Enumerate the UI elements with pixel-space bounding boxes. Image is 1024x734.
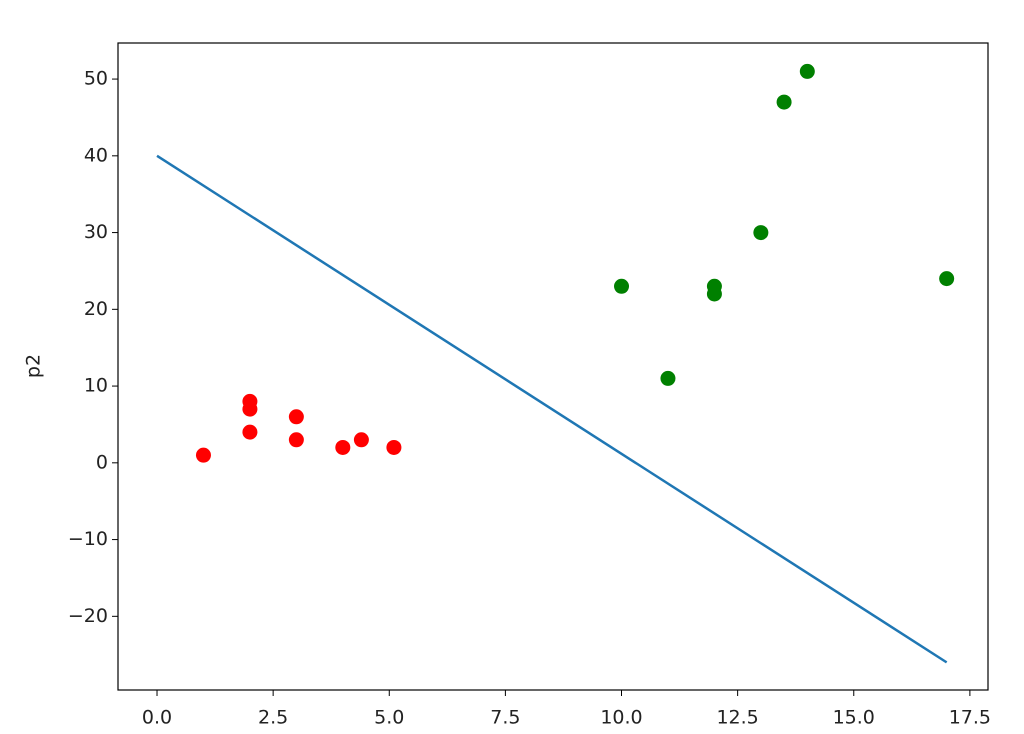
point [660, 370, 676, 386]
x-tick-label: 17.5 [949, 707, 991, 729]
y-tick-label: 30 [84, 221, 108, 243]
y-tick-label: 10 [84, 375, 108, 397]
point [242, 424, 258, 440]
point [288, 432, 304, 448]
point [386, 439, 402, 455]
y-tick-label: 0 [96, 451, 108, 473]
point [614, 278, 630, 294]
x-tick-label: 15.0 [833, 707, 875, 729]
y-axis-label: p2 [23, 354, 45, 378]
line [156, 154, 948, 664]
point [288, 409, 304, 425]
point [776, 94, 792, 110]
x-tick-label: 0.0 [142, 707, 172, 729]
point [195, 447, 211, 463]
x-tick-label: 7.5 [490, 707, 520, 729]
point [799, 63, 815, 79]
point [753, 225, 769, 241]
point [939, 271, 955, 287]
point [335, 439, 351, 455]
x-tick-label: 12.5 [716, 707, 758, 729]
y-tick-label: 50 [84, 68, 108, 90]
x-tick-label: 10.0 [600, 707, 642, 729]
x-tick-label: 2.5 [258, 707, 288, 729]
y-tick-label: −20 [68, 605, 108, 627]
point [353, 432, 369, 448]
point [706, 286, 722, 302]
point [242, 401, 258, 417]
y-tick-label: −10 [68, 528, 108, 550]
x-tick-label: 5.0 [374, 707, 404, 729]
plot-frame [117, 42, 989, 691]
y-tick-label: 40 [84, 144, 108, 166]
y-tick-label: 20 [84, 298, 108, 320]
